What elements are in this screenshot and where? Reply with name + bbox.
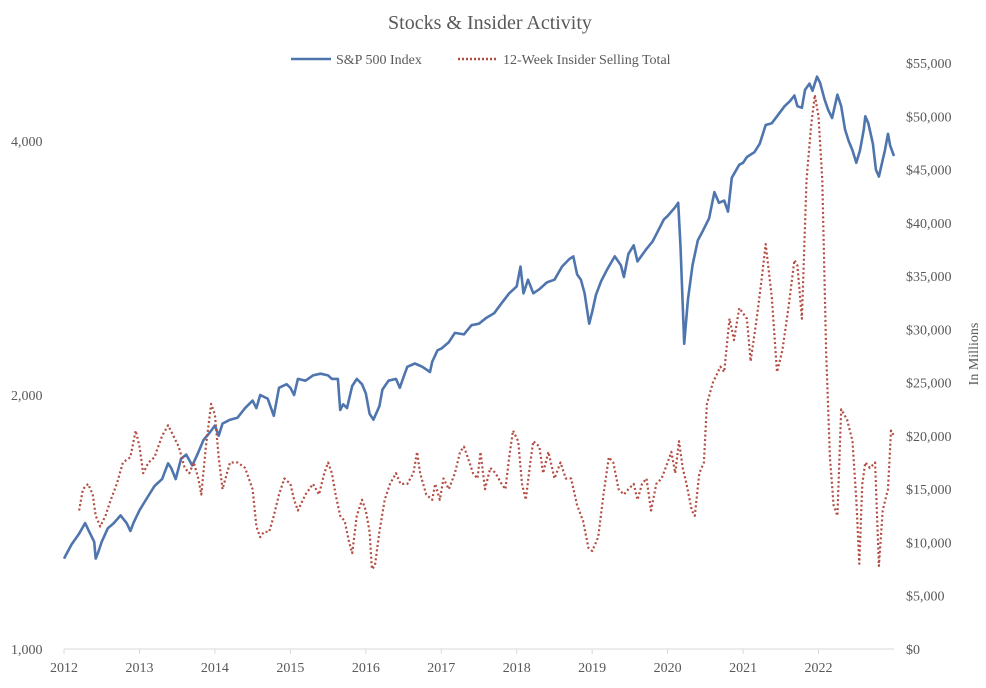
x-tick-label: 2020 (654, 661, 682, 676)
y-right-tick-label: $45,000 (906, 164, 952, 179)
x-tick-label: 2017 (427, 661, 455, 676)
y-right-tick-label: $10,000 (906, 536, 952, 551)
series-line-sp500 (62, 75, 896, 560)
x-tick-label: 2022 (805, 661, 833, 676)
y-left-tick-label: 2,000 (11, 389, 43, 404)
y-right-tick-label: $0 (906, 643, 920, 658)
y-axis-right-ticks: $0 $5,000 $10,000 $15,000 $20,000 $25,000 $30,… (906, 57, 952, 658)
y-right-tick-label: $35,000 (906, 270, 952, 285)
legend-label-insider-selling: 12-Week Insider Selling Total (503, 53, 671, 68)
y-left-tick-label: 4,000 (11, 135, 43, 150)
legend-label-sp500: S&P 500 Index (336, 53, 422, 68)
y-left-tick-label: 1,000 (11, 643, 43, 658)
y-right-tick-label: $50,000 (906, 110, 952, 125)
y-right-tick-label: $15,000 (906, 483, 952, 498)
y-right-tick-label: $55,000 (906, 57, 952, 72)
y-axis-right-title: In Millions (967, 323, 982, 386)
y-axis-left-ticks: 1,000 2,000 4,000 (11, 135, 43, 658)
chart-title: Stocks & Insider Activity (388, 12, 592, 34)
x-tick-label: 2021 (729, 661, 757, 676)
y-right-tick-label: $5,000 (906, 590, 945, 605)
legend: S&P 500 Index 12-Week Insider Selling To… (291, 53, 671, 68)
y-right-tick-label: $30,000 (906, 323, 952, 338)
x-tick-label: 2015 (276, 661, 304, 676)
x-tick-label: 2016 (352, 661, 380, 676)
x-axis-ticks: 2012 2013 2014 2015 2016 2017 2018 2019 2020 2021… (50, 649, 833, 676)
x-tick-label: 2019 (578, 661, 606, 676)
y-right-tick-label: $40,000 (906, 217, 952, 232)
x-tick-label: 2018 (503, 661, 531, 676)
x-tick-label: 2014 (201, 661, 229, 676)
y-right-tick-label: $20,000 (906, 430, 952, 445)
x-tick-label: 2012 (50, 661, 78, 676)
series-layer (62, 75, 896, 571)
x-tick-label: 2013 (125, 661, 153, 676)
y-right-tick-label: $25,000 (906, 377, 952, 392)
series-line-insider-selling (78, 93, 895, 571)
